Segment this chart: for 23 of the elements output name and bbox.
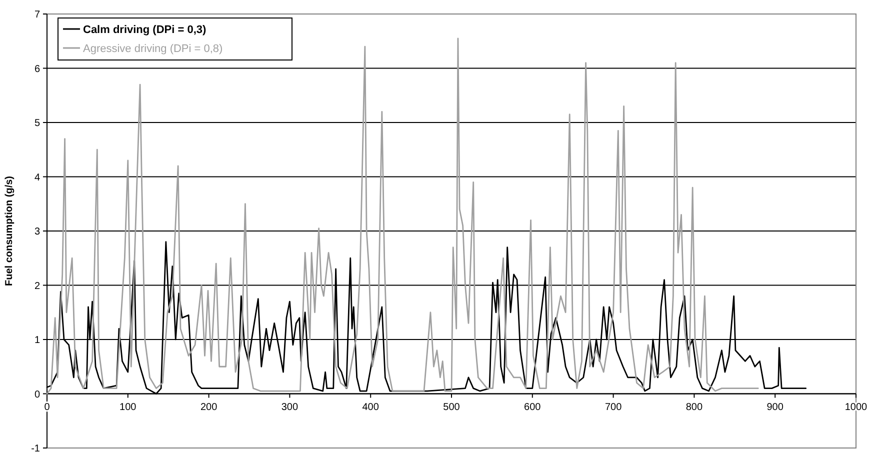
y-tick-label: 3 <box>34 226 40 238</box>
x-tick-label: 300 <box>281 402 298 413</box>
y-tick-label: 4 <box>34 172 40 184</box>
y-tick-label: 6 <box>34 64 40 75</box>
y-tick-label: 5 <box>34 118 40 129</box>
y-axis-title: Fuel consumption (g/s) <box>4 176 15 286</box>
x-tick-label: 200 <box>200 402 218 413</box>
y-tick-label: 1 <box>34 335 40 346</box>
legend-label: Calm driving (DPi = 0,3) <box>83 24 207 36</box>
x-tick-label: 400 <box>362 402 380 413</box>
x-tick-label: 1000 <box>844 402 868 413</box>
x-tick-label: 700 <box>604 402 622 413</box>
y-tick-label: 0 <box>34 389 40 400</box>
x-tick-label: 500 <box>443 402 460 413</box>
line-series <box>46 38 759 394</box>
y-tick-label: 2 <box>34 280 40 292</box>
y-tick-label: -1 <box>31 444 40 454</box>
x-tick-label: 600 <box>524 402 542 413</box>
x-tick-label: 800 <box>686 402 703 413</box>
legend-label: Agressive driving (DPi = 0,8) <box>83 43 223 55</box>
x-tick-label: 900 <box>766 402 784 413</box>
x-tick-label: 100 <box>120 402 137 413</box>
y-tick-label: 7 <box>34 10 40 20</box>
